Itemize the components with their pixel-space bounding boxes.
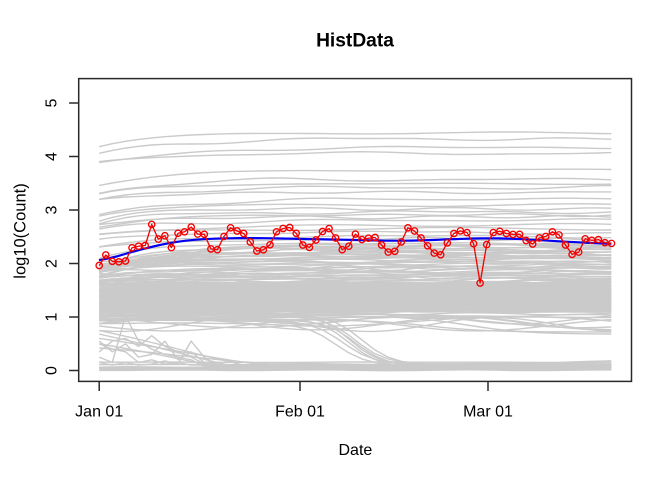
svg-text:Mar 01: Mar 01 bbox=[463, 403, 513, 420]
svg-text:Date: Date bbox=[339, 442, 373, 459]
svg-text:0: 0 bbox=[44, 366, 61, 375]
svg-text:Feb 01: Feb 01 bbox=[275, 403, 325, 420]
svg-text:1: 1 bbox=[44, 312, 61, 321]
svg-text:HistData: HistData bbox=[316, 31, 394, 52]
svg-text:2: 2 bbox=[44, 259, 61, 268]
svg-text:3: 3 bbox=[44, 205, 61, 214]
svg-text:4: 4 bbox=[44, 152, 61, 161]
svg-text:log10(Count): log10(Count) bbox=[12, 183, 30, 278]
svg-text:5: 5 bbox=[44, 98, 61, 107]
svg-text:Jan 01: Jan 01 bbox=[75, 403, 123, 420]
